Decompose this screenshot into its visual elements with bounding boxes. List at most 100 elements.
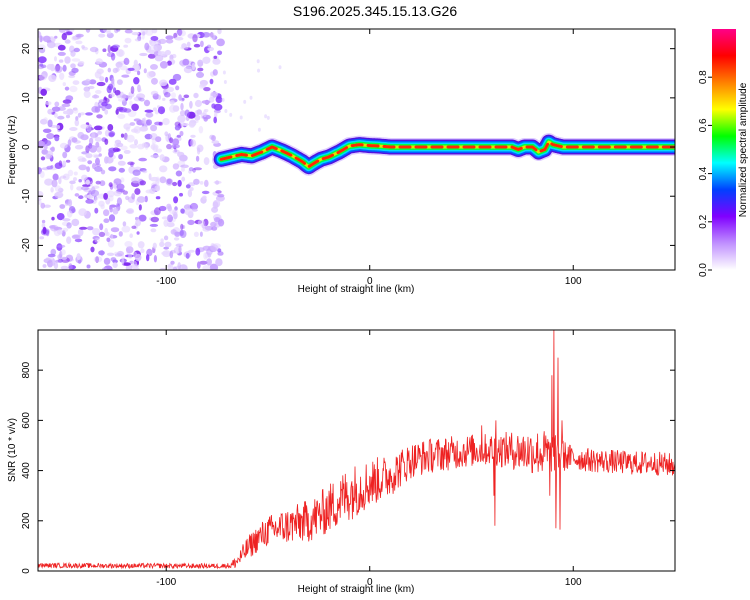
noise-blob (122, 190, 128, 195)
noise-blob (73, 47, 81, 53)
noise-blob (95, 48, 99, 55)
noise-blob (118, 98, 126, 102)
noise-blob (54, 65, 63, 73)
noise-blob (137, 35, 142, 41)
noise-blob (181, 97, 185, 101)
noise-blob (116, 29, 121, 32)
noise-blob (41, 149, 49, 155)
noise-blob (54, 112, 58, 118)
noise-blob (160, 238, 164, 243)
noise-blob (54, 259, 64, 263)
noise-blob (140, 248, 145, 253)
noise-blob (188, 138, 194, 147)
noise-blob (93, 256, 103, 263)
noise-blob (71, 58, 81, 62)
noise-blob (70, 63, 76, 69)
noise-blob (150, 64, 158, 70)
noise-blob (209, 78, 214, 85)
noise-blob (92, 235, 100, 241)
noise-blob (192, 34, 198, 43)
noise-blob (165, 35, 174, 40)
noise-blob (131, 260, 138, 268)
noise-blob (46, 133, 55, 140)
noise-blob (51, 106, 61, 112)
noise-blob (68, 75, 76, 79)
noise-blob (215, 258, 223, 267)
noise-blob (54, 135, 60, 142)
noise-blob (40, 64, 47, 69)
noise-blob (118, 49, 124, 57)
noise-blob (38, 140, 45, 147)
noise-blob (89, 46, 99, 53)
noise-blob (173, 237, 180, 241)
noise-blob (138, 214, 147, 222)
noise-blob (210, 244, 219, 252)
noise-blob (217, 251, 224, 256)
noise-blob (118, 154, 123, 160)
noise-blob (107, 67, 112, 73)
noise-blob (54, 101, 60, 107)
noise-blob (151, 29, 158, 34)
noise-blob (139, 180, 146, 186)
noise-blob (106, 252, 115, 256)
noise-blob (187, 219, 195, 226)
noise-blob (169, 250, 174, 259)
noise-blob (170, 260, 175, 265)
noise-blob (67, 169, 74, 177)
noise-blob (185, 184, 191, 189)
noise-blob (154, 185, 160, 192)
noise-blob (217, 193, 225, 198)
noise-blob (196, 144, 204, 153)
snr-frame (37, 329, 676, 572)
noise-blob (142, 169, 148, 174)
noise-blob (144, 195, 148, 203)
noise-blob (119, 65, 128, 71)
noise-blob (180, 223, 184, 230)
noise-blob (179, 230, 187, 238)
noise-blob (144, 109, 154, 113)
noise-blob (136, 93, 146, 100)
noise-blob (69, 127, 78, 131)
noise-blob (186, 41, 191, 47)
noise-blob (181, 167, 185, 172)
noise-blob (200, 83, 207, 88)
noise-blob (174, 206, 178, 211)
noise-blob (42, 226, 47, 235)
noise-blob (108, 182, 113, 188)
noise-blob (43, 117, 48, 124)
noise-blob (210, 91, 219, 97)
noise-blob (204, 225, 214, 231)
noise-blob (60, 175, 67, 179)
noise-blob (116, 79, 123, 85)
noise-blob (178, 94, 182, 101)
noise-blob (50, 248, 57, 256)
noise-blob (129, 100, 133, 106)
noise-blob (144, 144, 149, 150)
noise-blob (76, 253, 81, 261)
noise-blob (189, 187, 194, 191)
noise-blob (150, 228, 157, 233)
noise-blob (66, 31, 73, 35)
noise-blob (54, 185, 62, 193)
noise-blob (80, 134, 89, 141)
noise-blob (198, 126, 204, 134)
noise-blob (175, 243, 184, 248)
noise-blob (154, 50, 159, 57)
noise-blob (137, 97, 142, 101)
noise-blob (87, 160, 93, 165)
noise-blob (66, 222, 72, 229)
noise-blob (116, 49, 125, 57)
noise-blob (157, 39, 161, 46)
noise-blob (99, 223, 104, 231)
noise-blob (74, 238, 83, 243)
noise-blob (47, 41, 56, 49)
noise-blob (47, 253, 56, 258)
noise-blob (203, 157, 210, 166)
noise-blob (159, 61, 168, 69)
noise-blob (54, 162, 63, 169)
noise-blob (193, 92, 199, 99)
noise-blob (130, 86, 135, 94)
noise-blob (192, 168, 196, 173)
noise-blob (152, 107, 157, 112)
